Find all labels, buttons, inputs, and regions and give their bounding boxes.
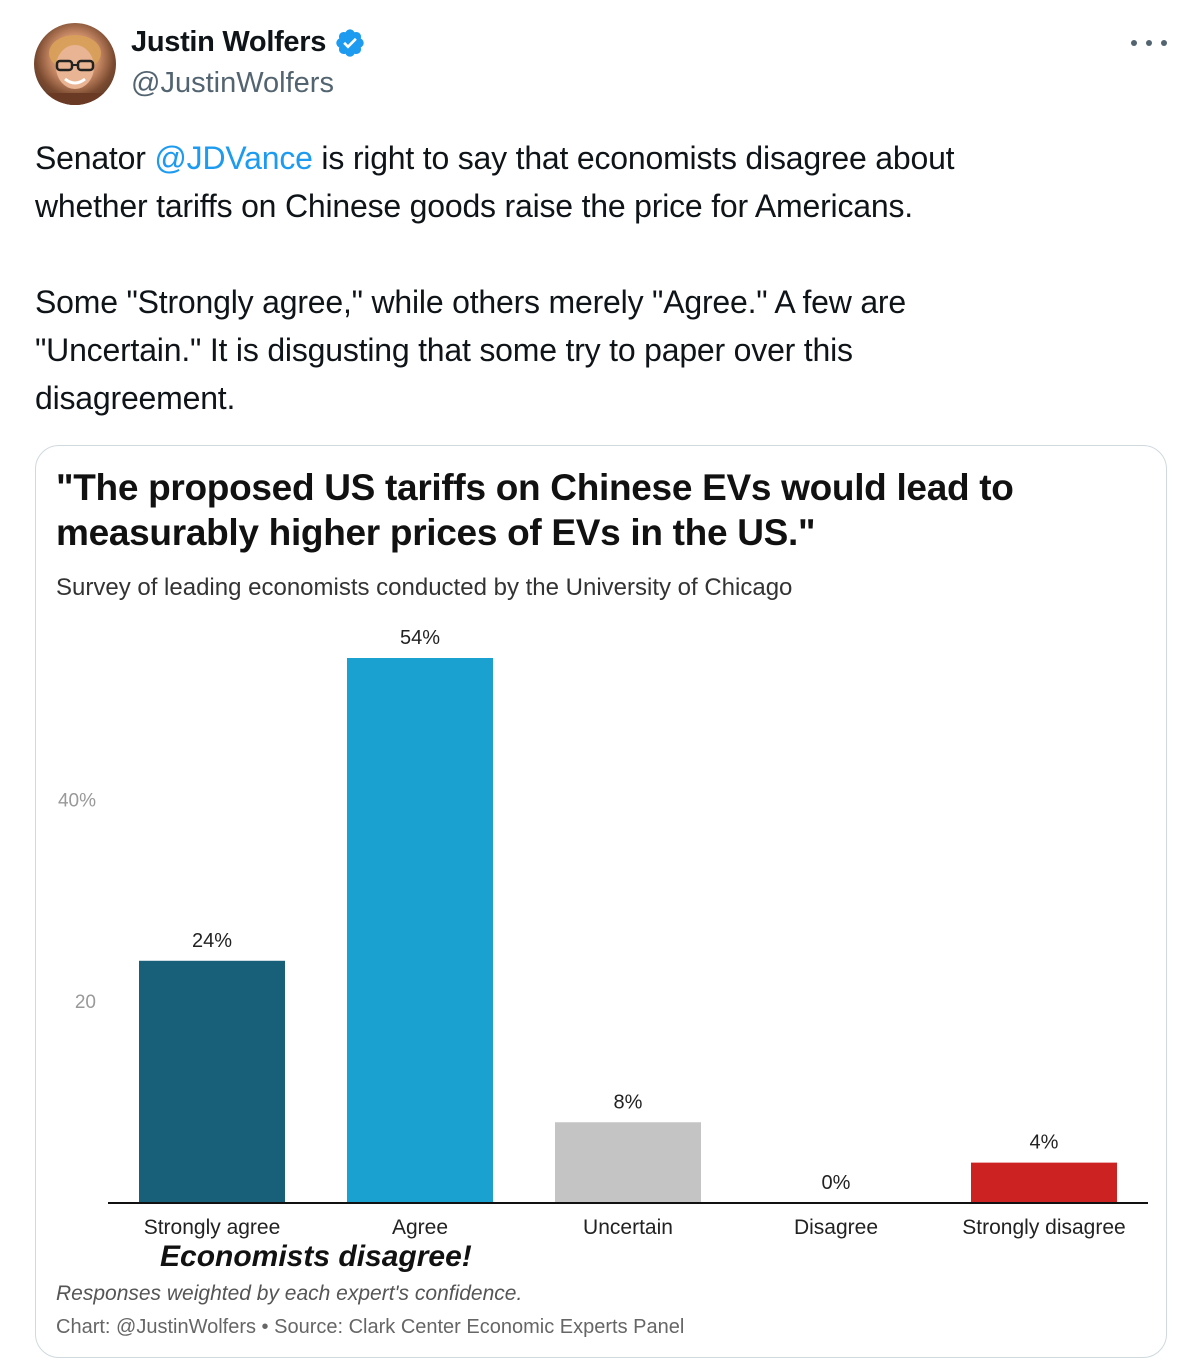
tweet-line: Senator @JDVance is right to say that ec…	[35, 134, 1145, 182]
chart-annotation: Economists disagree!	[160, 1240, 472, 1273]
bar	[971, 1162, 1117, 1203]
x-tick-label: Agree	[392, 1216, 448, 1239]
x-tick-label: Strongly agree	[144, 1216, 281, 1239]
chart-note: Responses weighted by each expert's conf…	[56, 1282, 523, 1305]
author-name[interactable]: Justin Wolfers	[131, 26, 366, 59]
data-label: 4%	[1030, 1132, 1059, 1154]
x-tick-label: Disagree	[794, 1216, 878, 1239]
x-tick-label: Strongly disagree	[962, 1216, 1125, 1239]
tweet-text-span: is right to say that economists disagree…	[312, 140, 955, 176]
tweet-text-span: Senator	[35, 140, 155, 176]
author-name-text[interactable]: Justin Wolfers	[131, 26, 327, 58]
data-label: 24%	[192, 930, 232, 952]
chart-title-line: measurably higher prices of EVs in the U…	[56, 512, 816, 553]
data-label: 54%	[400, 627, 440, 649]
media-card[interactable]: "The proposed US tariffs on Chinese EVs …	[35, 445, 1167, 1358]
more-dot	[1146, 40, 1152, 46]
avatar-portrait-icon	[44, 35, 106, 105]
tweet-line: "Uncertain." It is disgusting that some …	[35, 332, 853, 368]
data-label: 0%	[822, 1172, 851, 1194]
more-dot	[1161, 40, 1167, 46]
chart-source: Chart: @JustinWolfers • Source: Clark Ce…	[56, 1316, 685, 1338]
y-tick-label: 40%	[58, 790, 96, 811]
tweet-line: whether tariffs on Chinese goods raise t…	[35, 188, 913, 224]
chart-title-line: "The proposed US tariffs on Chinese EVs …	[56, 467, 1014, 508]
bar	[139, 960, 285, 1203]
tweet-line: Some "Strongly agree," while others mere…	[35, 284, 906, 320]
verified-badge-icon	[336, 28, 364, 57]
data-label: 8%	[614, 1091, 643, 1113]
chart-subtitle: Survey of leading economists conducted b…	[56, 574, 793, 601]
author-handle[interactable]: @JustinWolfers	[131, 67, 334, 99]
chart-title: "The proposed US tariffs on Chinese EVs …	[56, 465, 1146, 555]
bar	[555, 1122, 701, 1203]
x-tick-label: Uncertain	[583, 1216, 673, 1239]
bar	[347, 658, 493, 1203]
tweet-text: Senator @JDVance is right to say that ec…	[35, 134, 1145, 422]
mention-link[interactable]: @JDVance	[154, 140, 313, 176]
y-tick-label: 20	[75, 992, 96, 1013]
more-options-icon[interactable]	[1131, 28, 1167, 58]
bar-chart: 20 40% 24% Strongly agree 54% Agree 8% Uncertai…	[58, 627, 1148, 1239]
tweet-line: disagreement.	[35, 380, 236, 416]
avatar[interactable]	[34, 23, 116, 105]
more-dot	[1131, 40, 1137, 46]
